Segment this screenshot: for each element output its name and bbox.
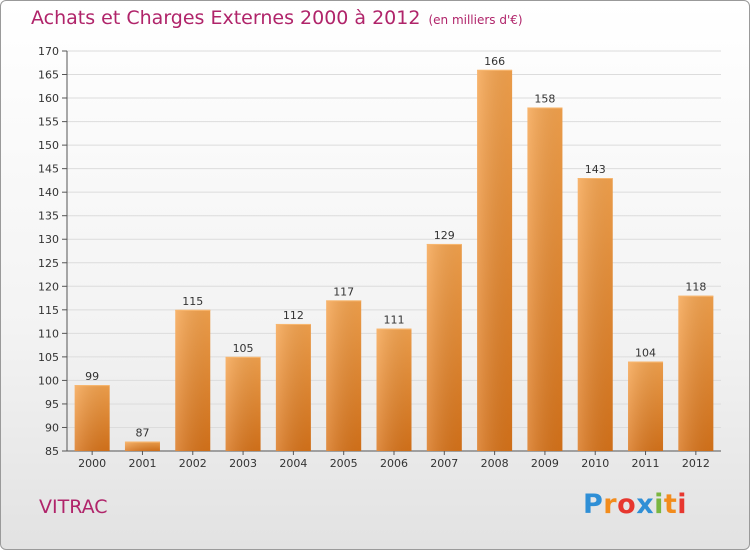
x-tick-label: 2011 (632, 457, 660, 470)
bar-shade (527, 107, 563, 452)
y-tick-label: 95 (45, 398, 59, 411)
bar-shade (577, 178, 613, 451)
bar-shade (426, 243, 462, 451)
y-tick-label: 135 (38, 210, 59, 223)
bar-shade (225, 356, 261, 451)
data-label: 115 (182, 295, 203, 308)
data-label: 112 (283, 309, 304, 322)
bar-shade (477, 69, 513, 451)
data-label: 143 (585, 163, 606, 176)
y-tick-label: 140 (38, 186, 59, 199)
data-label: 99 (85, 370, 99, 383)
logo-letter: i (677, 489, 688, 520)
y-tick-label: 110 (38, 327, 59, 340)
x-tick-label: 2006 (380, 457, 408, 470)
x-tick-label: 2010 (581, 457, 609, 470)
data-label: 104 (635, 347, 656, 360)
x-tick-label: 2003 (229, 457, 257, 470)
y-tick-label: 120 (38, 280, 59, 293)
y-tick-label: 160 (38, 92, 59, 105)
data-label: 118 (685, 281, 706, 294)
y-tick-label: 165 (38, 69, 59, 82)
bar-shade (326, 300, 362, 451)
city-name: VITRAC (39, 496, 108, 518)
logo-letter: o (617, 489, 637, 520)
title-unit: (en milliers d'€) (428, 13, 523, 27)
x-tick-label: 2001 (128, 457, 156, 470)
proxiti-logo: Proxiti (583, 489, 687, 520)
logo-letter: x (636, 489, 655, 520)
y-tick-label: 170 (38, 45, 59, 58)
y-tick-label: 125 (38, 257, 59, 270)
x-tick-label: 2005 (330, 457, 358, 470)
y-tick-label: 90 (45, 421, 59, 434)
data-label: 117 (333, 285, 354, 298)
y-tick-label: 155 (38, 116, 59, 129)
x-tick-label: 2007 (430, 457, 458, 470)
data-label: 129 (434, 229, 455, 242)
x-tick-label: 2000 (78, 457, 106, 470)
data-label: 166 (484, 55, 505, 68)
data-label: 158 (534, 92, 555, 105)
bar-shade (628, 361, 664, 451)
bar-shade (275, 323, 311, 451)
logo-letter: t (663, 489, 678, 520)
y-tick-label: 115 (38, 304, 59, 317)
bar-shade (175, 309, 211, 451)
y-tick-label: 145 (38, 163, 59, 176)
logo-letter: P (583, 489, 604, 520)
x-tick-label: 2009 (531, 457, 559, 470)
title-text: Achats et Charges Externes 2000 à 2012 (31, 7, 421, 29)
logo-letter: r (603, 489, 618, 520)
chart-title: Achats et Charges Externes 2000 à 2012 (e… (31, 7, 523, 29)
bar-shade (74, 385, 110, 451)
x-tick-label: 2004 (279, 457, 307, 470)
y-tick-label: 130 (38, 233, 59, 246)
y-tick-label: 105 (38, 351, 59, 364)
x-tick-label: 2012 (682, 457, 710, 470)
data-label: 87 (135, 427, 149, 440)
logo-letter: i (654, 489, 664, 520)
data-label: 111 (384, 314, 405, 327)
y-tick-label: 100 (38, 374, 59, 387)
bar-shade (678, 295, 714, 451)
data-label: 105 (233, 342, 254, 355)
bar-shade (124, 441, 160, 451)
x-tick-label: 2008 (481, 457, 509, 470)
y-tick-label: 85 (45, 445, 59, 458)
y-tick-label: 150 (38, 139, 59, 152)
x-tick-label: 2002 (179, 457, 207, 470)
bar-shade (376, 328, 412, 451)
